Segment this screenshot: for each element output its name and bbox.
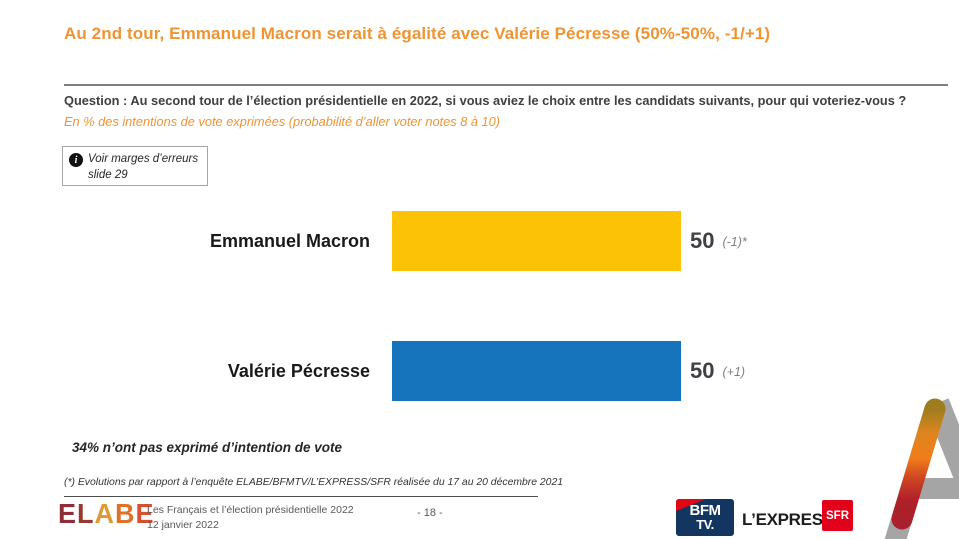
margin-of-error-note: i Voir marges d’erreurs slide 29: [62, 146, 208, 186]
value-pecresse: 50: [690, 358, 715, 383]
margin-note-line2: slide 29: [88, 168, 128, 181]
candidate-label-macron: Emmanuel Macron: [209, 230, 370, 251]
margin-note-text: Voir marges d’erreurs slide 29: [88, 152, 198, 183]
bfmtv-logo: BFM TV.: [676, 499, 734, 536]
study-info: Les Français et l’élection présidentiell…: [147, 503, 354, 532]
bar-macron: [392, 211, 681, 271]
page-title: Au 2nd tour, Emmanuel Macron serait à ég…: [64, 24, 771, 43]
question-text: Question : Au second tour de l’élection …: [64, 93, 907, 108]
study-date: 12 janvier 2022: [147, 518, 219, 531]
value-macron: 50: [690, 228, 715, 253]
elabe-letter: E: [135, 498, 155, 530]
title-separator: [64, 84, 948, 86]
candidate-label-pecresse: Valérie Pécresse: [227, 360, 370, 381]
evolution-macron: (-1)*: [722, 235, 747, 249]
bar-pecresse: [392, 341, 681, 401]
info-icon: i: [69, 153, 83, 167]
value-group-macron: 50 (-1)*: [690, 211, 747, 271]
study-title: Les Français et l’élection présidentiell…: [147, 504, 354, 516]
lexpress-logo: L’EXPRESS: [742, 510, 834, 529]
page-number: - 18 -: [417, 507, 443, 519]
bfmtv-line2: TV.: [696, 517, 714, 532]
elabe-logo: ELABE: [58, 498, 155, 530]
sfr-logo: SFR: [822, 500, 853, 531]
elabe-letter: L: [77, 498, 95, 530]
subtitle-text: En % des intentions de vote exprimées (p…: [64, 114, 501, 129]
footnote: (*) Evolutions par rapport à l’enquête E…: [64, 477, 564, 488]
bar-row: Emmanuel Macron 50 (-1)*: [0, 211, 959, 271]
evolution-pecresse: (+1): [722, 365, 746, 379]
bar-row: Valérie Pécresse 50 (+1): [0, 341, 959, 401]
value-group-pecresse: 50 (+1): [690, 341, 745, 401]
no-vote-note: 34% n’ont pas exprimé d’intention de vot…: [72, 440, 343, 455]
margin-note-line1: Voir marges d’erreurs: [88, 153, 199, 165]
elabe-a-watermark-icon: [884, 398, 959, 539]
elabe-letter: A: [94, 498, 116, 530]
elabe-letter: B: [115, 498, 136, 530]
elabe-letter: E: [58, 498, 78, 530]
footnote-separator: [64, 496, 538, 497]
bfmtv-line1: BFM: [689, 502, 722, 519]
bfmtv-red-accent-icon: [676, 499, 706, 511]
